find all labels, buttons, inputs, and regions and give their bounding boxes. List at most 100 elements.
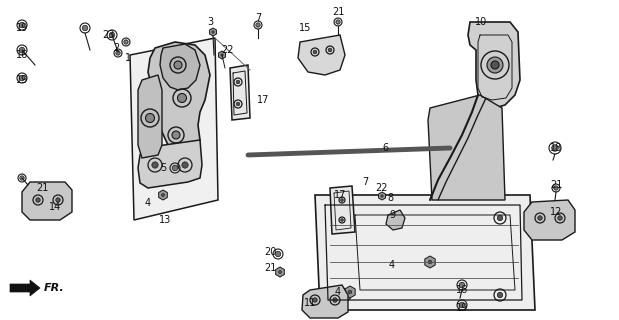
Text: 11: 11 (304, 298, 316, 308)
Text: 21: 21 (36, 183, 48, 193)
Circle shape (487, 57, 503, 73)
Polygon shape (130, 38, 218, 220)
Circle shape (342, 215, 348, 221)
Polygon shape (22, 182, 72, 220)
Polygon shape (219, 51, 225, 59)
Text: 13: 13 (159, 215, 171, 225)
Polygon shape (302, 285, 348, 318)
Text: 3: 3 (207, 17, 213, 27)
Text: 16: 16 (456, 285, 468, 295)
Circle shape (19, 47, 25, 53)
Circle shape (275, 251, 281, 257)
Polygon shape (315, 195, 535, 310)
Circle shape (182, 162, 188, 168)
Circle shape (328, 48, 332, 52)
Polygon shape (524, 200, 575, 240)
Text: 15: 15 (299, 23, 311, 33)
Text: 19: 19 (16, 75, 28, 85)
Circle shape (497, 292, 503, 298)
Polygon shape (210, 28, 217, 36)
Polygon shape (230, 65, 250, 120)
Text: 21: 21 (332, 7, 344, 17)
Polygon shape (160, 44, 200, 90)
Text: 14: 14 (49, 202, 61, 212)
Text: 4: 4 (335, 287, 341, 297)
Circle shape (152, 162, 158, 168)
Text: 10: 10 (475, 17, 487, 27)
Polygon shape (298, 35, 345, 75)
Text: 18: 18 (550, 143, 562, 153)
Text: 22: 22 (376, 183, 388, 193)
Polygon shape (138, 140, 202, 188)
Text: 19: 19 (456, 303, 468, 313)
Circle shape (36, 198, 40, 202)
Text: 7: 7 (362, 177, 368, 187)
Circle shape (342, 292, 348, 298)
Circle shape (124, 40, 128, 44)
Polygon shape (275, 267, 284, 277)
Circle shape (428, 260, 432, 264)
Circle shape (174, 61, 182, 69)
Text: 20: 20 (264, 247, 276, 257)
Circle shape (172, 131, 180, 139)
Circle shape (221, 54, 223, 56)
Circle shape (178, 93, 186, 102)
Polygon shape (379, 192, 386, 200)
Text: 5: 5 (160, 163, 166, 173)
Circle shape (348, 290, 352, 294)
Polygon shape (386, 210, 405, 230)
Circle shape (538, 216, 542, 220)
Circle shape (558, 216, 562, 220)
Circle shape (162, 194, 165, 196)
Circle shape (459, 302, 465, 308)
Circle shape (116, 51, 120, 55)
Text: 7: 7 (255, 13, 261, 23)
Polygon shape (330, 186, 355, 234)
Text: 22: 22 (222, 45, 234, 55)
Circle shape (212, 31, 214, 33)
Polygon shape (10, 280, 40, 296)
Text: 4: 4 (389, 260, 395, 270)
Circle shape (497, 215, 503, 221)
Polygon shape (345, 286, 355, 298)
Circle shape (333, 298, 337, 302)
Circle shape (335, 20, 340, 24)
Text: 6: 6 (382, 143, 388, 153)
Circle shape (279, 270, 282, 274)
Circle shape (236, 102, 240, 106)
Circle shape (459, 282, 465, 288)
Text: 23: 23 (102, 30, 114, 40)
Circle shape (554, 186, 558, 190)
Polygon shape (138, 75, 162, 158)
Circle shape (491, 61, 499, 69)
Circle shape (82, 25, 88, 31)
Text: 21: 21 (264, 263, 276, 273)
Circle shape (109, 32, 115, 38)
Text: 12: 12 (550, 207, 562, 217)
Polygon shape (158, 190, 167, 200)
Circle shape (340, 199, 344, 201)
Text: FR.: FR. (44, 283, 65, 293)
Circle shape (19, 75, 25, 81)
Circle shape (56, 198, 60, 202)
Circle shape (381, 195, 383, 197)
Text: 17: 17 (334, 190, 346, 200)
Text: 4: 4 (145, 198, 151, 208)
Circle shape (172, 165, 178, 171)
Polygon shape (425, 256, 435, 268)
Circle shape (19, 22, 25, 28)
Circle shape (340, 219, 344, 221)
Text: 1: 1 (125, 53, 131, 63)
Text: 8: 8 (387, 193, 393, 203)
Circle shape (145, 114, 155, 123)
Polygon shape (428, 95, 505, 200)
Polygon shape (148, 42, 210, 155)
Circle shape (20, 176, 24, 180)
Circle shape (236, 80, 240, 84)
Text: 21: 21 (550, 180, 562, 190)
Circle shape (256, 23, 260, 27)
Circle shape (313, 50, 317, 54)
Polygon shape (468, 22, 520, 108)
Text: 19: 19 (16, 23, 28, 33)
Text: 9: 9 (389, 210, 395, 220)
